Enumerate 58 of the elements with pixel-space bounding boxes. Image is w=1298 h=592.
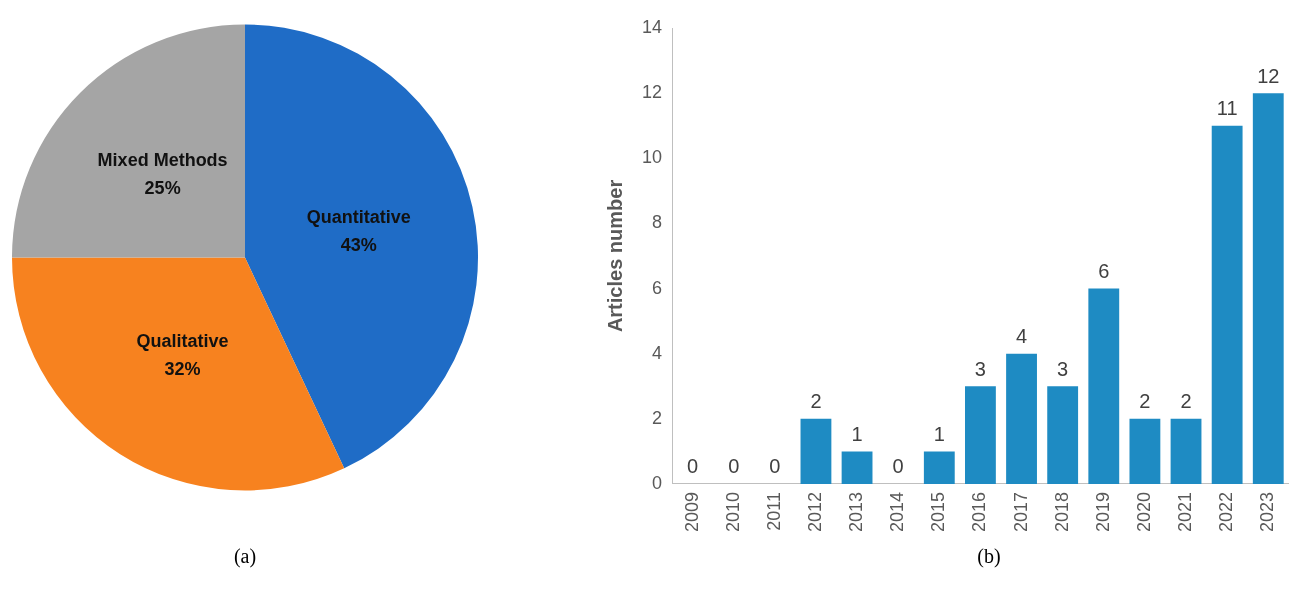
data-label: 1 [851,422,863,445]
data-label: 32% [164,358,201,379]
text: (b) [976,545,1002,568]
data-label: 2 [1139,390,1151,413]
bar [1047,386,1079,484]
data-label: 2 [810,390,822,413]
bar [965,386,996,484]
x-tick-label: 2012 [804,491,825,532]
x-tick-label: 2021 [1174,491,1195,532]
y-tick-label: 10 [641,147,663,168]
bar [1129,418,1161,484]
x-tick-label: 2017 [1010,491,1031,532]
x-tick-label: 2010 [722,491,743,532]
x-tick-label: 2011 [763,491,784,531]
y-tick-label: 12 [641,82,663,103]
data-label: 0 [728,455,740,478]
data-label: 0 [769,455,781,478]
x-tick-label: 2013 [846,491,867,532]
y-tick-label: 0 [652,472,663,493]
bar [1006,353,1037,484]
slice-label: Qualitative [136,330,229,351]
bar [1211,125,1243,484]
bar [1170,418,1202,484]
bar [1252,93,1284,484]
data-label: 4 [1015,325,1028,348]
data-label: 43% [340,235,377,256]
data-label: 0 [687,455,699,478]
slice-label: Quantitative [306,207,411,228]
bar [841,451,873,484]
data-label: 6 [1098,260,1110,283]
y-tick-label: 4 [652,342,663,363]
bar [923,451,955,484]
x-tick-label: 2009 [681,491,702,532]
bar [1088,288,1120,484]
x-tick-label: 2018 [1051,491,1072,532]
slice-label: Mixed Methods [97,150,228,171]
x-tick-label: 2022 [1216,491,1237,532]
data-label: 12 [1257,64,1280,87]
y-tick-label: 8 [652,212,663,233]
text: (a) [232,545,258,568]
data-label: 2 [1180,390,1192,413]
x-tick-label: 2014 [887,491,908,532]
y-tick-label: 2 [652,407,663,428]
data-label: 25% [144,178,181,199]
bar [800,418,832,484]
x-tick-label: 2015 [928,491,949,532]
x-tick-label: 2016 [969,491,990,532]
data-label: 3 [974,357,986,380]
x-tick-label: 2019 [1092,491,1113,532]
data-label: 11 [1216,97,1238,120]
y-tick-label: 6 [652,277,663,298]
data-label: 0 [892,455,904,478]
x-tick-label: 2023 [1257,491,1278,532]
y-tick-label: 14 [641,16,663,37]
y-axis-title: Articles number [603,179,626,333]
x-tick-label: 2020 [1133,491,1154,532]
data-label: 3 [1057,357,1069,380]
data-label: 1 [933,422,945,445]
